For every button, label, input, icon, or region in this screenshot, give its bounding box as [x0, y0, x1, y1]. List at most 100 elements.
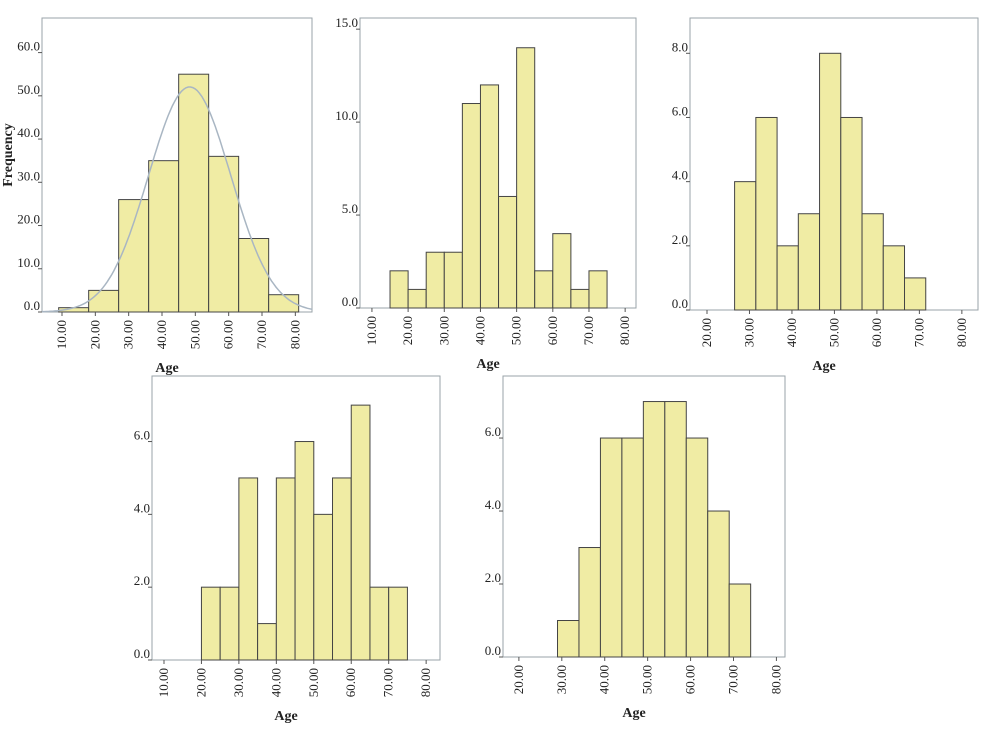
y-tick-label: 8.0: [672, 39, 688, 54]
x-tick-label: 30.00: [741, 318, 756, 347]
bar: [599, 437, 623, 658]
x-tick-label: 70.00: [381, 668, 396, 697]
x-tick-label: 20.00: [699, 318, 714, 347]
bar: [557, 620, 580, 658]
histogram-panel: 0.0 10.0 20.0 30.0 40.0 50.0 60.0 10.00 20.00 30.…: [1, 17, 313, 376]
y-tick-label: 60.0: [17, 39, 40, 54]
y-tick-label: 5.0: [342, 201, 358, 216]
bar: [238, 238, 270, 313]
x-axis-title: Age: [155, 361, 178, 376]
bar: [685, 437, 709, 658]
bar: [148, 160, 180, 313]
x-tick-label: 10.00: [54, 320, 69, 349]
bar: [178, 73, 210, 313]
bar: [797, 213, 821, 311]
y-tick-label: 6.0: [672, 103, 688, 118]
y-tick-label: 0.0: [134, 646, 150, 661]
y-tick-label: 2.0: [485, 570, 501, 585]
histogram-panel: 0.0 5.0 10.0 15.0 10.00 20.00 30.00 40.00 50.00 6…: [335, 15, 637, 372]
x-axis-title: Age: [476, 357, 499, 372]
y-tick-label: 4.0: [672, 168, 688, 183]
bar: [479, 84, 500, 309]
x-tick-label: 30.00: [436, 316, 451, 345]
y-tick-label: 30.0: [17, 168, 40, 183]
bar: [443, 251, 463, 309]
bar: [728, 583, 752, 658]
bar: [294, 441, 315, 661]
bar: [570, 288, 590, 309]
x-tick-label: 80.00: [768, 665, 783, 694]
x-tick-label: 70.00: [254, 320, 269, 349]
bar: [664, 401, 687, 658]
bar: [238, 477, 259, 661]
y-tick-label: 2.0: [134, 573, 150, 588]
bar: [389, 270, 409, 309]
bar: [882, 245, 906, 311]
y-tick-label: 0.0: [672, 296, 688, 311]
y-tick-label: 4.0: [134, 500, 150, 515]
y-tick-label: 0.0: [342, 294, 358, 309]
bar: [516, 47, 536, 309]
x-tick-label: 20.00: [400, 316, 415, 345]
x-tick-label: 30.00: [121, 320, 136, 349]
y-tick-label: 6.0: [485, 424, 501, 439]
x-tick-label: 40.00: [597, 665, 612, 694]
y-tick-label: 6.0: [134, 428, 150, 443]
x-tick-label: 10.00: [156, 668, 171, 697]
x-tick-label: 80.00: [954, 318, 969, 347]
bar: [552, 233, 572, 309]
histogram-panel: 0.0 2.0 4.0 6.0 10.00 20.00 30.00 40.00 50.00 60.…: [134, 375, 441, 724]
bar: [407, 288, 427, 309]
bar: [118, 199, 150, 313]
histogram-panel: 0.0 2.0 4.0 6.0 8.0 20.00 30.00 40.00 50.00 60.00…: [672, 17, 979, 374]
normal-curve: [42, 86, 313, 313]
x-tick-label: 50.00: [187, 320, 202, 349]
bar: [200, 586, 221, 661]
bar: [257, 623, 277, 661]
x-tick-label: 40.00: [784, 318, 799, 347]
bar: [734, 181, 757, 311]
y-tick-label: 2.0: [672, 232, 688, 247]
x-tick-label: 20.00: [193, 668, 208, 697]
x-tick-label: 10.00: [364, 316, 379, 345]
x-tick-label: 60.00: [221, 320, 236, 349]
x-axis-title: Age: [622, 706, 645, 721]
x-tick-label: 70.00: [725, 665, 740, 694]
bar: [861, 213, 884, 311]
bar: [534, 270, 554, 309]
x-tick-label: 80.00: [617, 316, 632, 345]
bar: [642, 401, 666, 658]
x-axis-title: Age: [274, 709, 297, 724]
bar: [755, 116, 778, 311]
x-tick-label: 20.00: [87, 320, 102, 349]
histogram-panel: 0.0 2.0 4.0 6.0 20.00 30.00 40.00 50.00 60.00 70.…: [485, 375, 786, 721]
x-tick-label: 60.00: [545, 316, 560, 345]
x-tick-label: 30.00: [231, 668, 246, 697]
bar: [88, 289, 120, 313]
bar: [621, 437, 644, 658]
bar: [776, 245, 799, 311]
bar: [461, 103, 481, 309]
x-tick-label: 80.00: [418, 668, 433, 697]
y-tick-label: 40.0: [17, 125, 40, 140]
bar: [840, 116, 863, 311]
x-tick-label: 70.00: [911, 318, 926, 347]
y-tick-label: 4.0: [485, 497, 501, 512]
x-tick-label: 20.00: [511, 665, 526, 694]
x-tick-label: 40.00: [268, 668, 283, 697]
y-tick-label: 15.0: [335, 15, 358, 30]
x-tick-label: 50.00: [826, 318, 841, 347]
y-tick-label: 10.0: [17, 255, 40, 270]
bar: [219, 586, 240, 661]
x-tick-label: 60.00: [683, 665, 698, 694]
y-tick-label: 20.0: [17, 212, 40, 227]
x-tick-label: 60.00: [869, 318, 884, 347]
x-tick-label: 40.00: [154, 320, 169, 349]
x-tick-label: 50.00: [640, 665, 655, 694]
x-tick-label: 40.00: [472, 316, 487, 345]
x-tick-label: 30.00: [554, 665, 569, 694]
bar: [425, 251, 445, 309]
y-tick-label: 0.0: [24, 298, 40, 313]
bar: [707, 510, 730, 658]
